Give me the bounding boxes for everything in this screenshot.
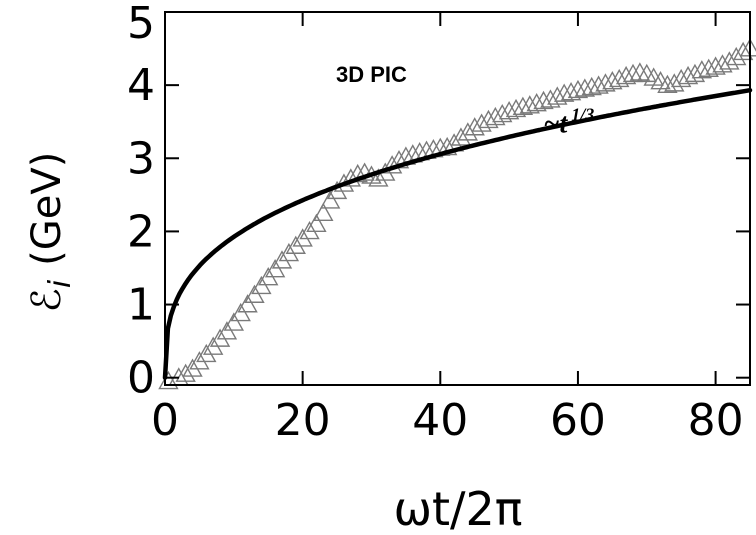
data-point-triangle	[450, 127, 472, 146]
data-point-triangle	[670, 68, 692, 88]
data-point-triangle	[698, 58, 719, 77]
data-point-triangle	[588, 75, 609, 94]
data-point-triangle	[677, 65, 699, 85]
y-axis-label-subscript: i	[43, 279, 78, 288]
y-axis-label-symbol: ℰ	[24, 288, 70, 312]
data-point-triangle	[237, 294, 258, 313]
data-point-triangle	[278, 242, 300, 262]
data-point-triangle	[629, 62, 651, 81]
data-point-triangle	[512, 96, 534, 115]
data-point-triangle	[719, 51, 740, 70]
data-point-triangle	[313, 202, 334, 222]
fit-curve	[162, 87, 753, 380]
plot-frame	[164, 11, 751, 386]
data-point-triangle	[540, 89, 561, 108]
data-point-triangle	[485, 106, 506, 126]
data-point-triangle	[567, 79, 589, 99]
data-point-triangle	[526, 92, 547, 112]
plot-area	[158, 11, 756, 390]
x-tick-label: 0	[151, 395, 179, 446]
data-point-triangle	[292, 228, 313, 247]
data-point-triangle	[519, 95, 540, 114]
data-point-triangle	[368, 168, 389, 187]
data-point-triangle	[285, 235, 306, 254]
data-point-triangle	[547, 86, 568, 105]
data-point-triangle	[609, 68, 630, 88]
data-point-triangle	[533, 90, 554, 110]
fit-annotation-exponent: 1/3	[571, 105, 594, 125]
data-point-triangle	[306, 213, 327, 232]
data-point-triangle	[492, 103, 513, 123]
x-axis-label: ωt/2π	[393, 482, 522, 535]
data-point-triangle	[622, 63, 644, 83]
y-tick-label: 4	[127, 60, 155, 111]
x-tick-label: 60	[550, 395, 606, 446]
fit-annotation-base: ~t	[544, 109, 569, 140]
data-point-triangle	[209, 328, 231, 347]
y-tick-label: 2	[127, 206, 155, 257]
data-point-triangle	[657, 74, 678, 94]
data-point-triangle	[498, 101, 520, 120]
data-point-triangle	[560, 82, 582, 101]
data-point-triangle	[615, 65, 637, 85]
inset-title: 3D PIC	[336, 62, 407, 87]
data-point-triangle	[271, 250, 293, 269]
x-tick-label: 20	[275, 395, 331, 446]
data-point-triangle	[691, 60, 713, 79]
y-axis-label: ℰi (GeV)	[24, 152, 78, 313]
svg-text:ℰi(GeV): ℰi (GeV)	[24, 152, 78, 313]
data-point-triangle	[196, 343, 217, 363]
y-tick-label: 1	[127, 280, 155, 331]
data-point-triangle	[175, 363, 196, 382]
y-tick-label: 3	[127, 133, 155, 184]
data-point-triangle	[595, 73, 616, 92]
y-tick-label: 0	[127, 353, 155, 404]
x-axis-ticks: 0 20 40 60 80	[151, 12, 744, 446]
data-point-triangle	[478, 109, 499, 129]
data-point-triangle	[505, 98, 527, 118]
x-tick-label: 40	[412, 395, 468, 446]
data-point-triangle	[182, 358, 203, 377]
data-point-triangle	[553, 83, 575, 102]
data-point-triangle	[347, 163, 368, 183]
data-point-triangle	[189, 351, 210, 370]
data-point-triangle	[471, 113, 492, 132]
data-point-triangle	[581, 76, 602, 96]
x-tick-label: 80	[688, 395, 744, 446]
data-point-triangle	[574, 78, 596, 97]
fit-annotation: ~t 1/3	[544, 105, 595, 140]
data-point-triangle	[299, 220, 320, 240]
data-point-triangle	[705, 56, 726, 75]
data-point-triangle	[223, 312, 245, 331]
data-point-triangle	[684, 63, 706, 83]
scatter-series	[158, 38, 756, 390]
y-axis-label-unit: (GeV)	[24, 152, 70, 266]
y-tick-label: 5	[127, 0, 155, 49]
y-axis-ticks: 0 1 2 3 4 5	[127, 0, 750, 404]
data-point-triangle	[602, 71, 623, 90]
data-point-triangle	[319, 190, 341, 209]
data-point-triangle	[732, 41, 754, 61]
